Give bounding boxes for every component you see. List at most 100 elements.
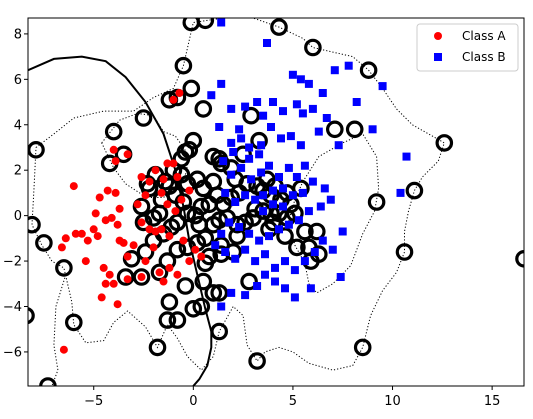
point-class-b-87: [253, 282, 262, 290]
point-class-b-21: [241, 102, 250, 111]
point-class-b-63: [245, 229, 254, 238]
point-class-a-53: [123, 275, 132, 284]
point-class-b-33: [286, 132, 295, 141]
x-tick-label-3: 10: [384, 394, 401, 409]
point-class-b-0: [217, 18, 226, 27]
point-class-a-17: [119, 238, 128, 247]
point-class-a-59: [185, 186, 194, 195]
point-class-a-49: [165, 263, 174, 272]
y-tick-label-2: −2: [3, 255, 22, 270]
point-class-b-99: [314, 127, 323, 136]
point-class-b-39: [265, 161, 273, 170]
support-vector-82: [242, 106, 260, 125]
support-vector-16: [184, 131, 203, 150]
support-vector-15: [182, 79, 201, 98]
point-class-b-13: [322, 114, 331, 122]
point-class-a-57: [185, 257, 194, 266]
point-class-b-11: [396, 188, 405, 197]
point-class-b-93: [279, 202, 287, 211]
support-vector-103: [288, 238, 306, 257]
point-class-a-58: [177, 195, 186, 204]
point-class-b-67: [211, 241, 220, 250]
support-vector-120: [325, 120, 344, 139]
point-class-b-54: [320, 184, 329, 193]
point-class-b-2: [288, 70, 297, 79]
point-class-a-31: [137, 173, 146, 181]
support-vector-109: [276, 227, 294, 245]
support-vector-93: [194, 272, 213, 291]
point-class-a-25: [97, 293, 106, 302]
support-vector-97: [204, 284, 223, 302]
point-class-a-63: [175, 89, 184, 97]
point-class-a-55: [191, 245, 200, 254]
point-class-b-24: [217, 79, 226, 88]
point-class-b-41: [247, 175, 256, 184]
point-class-b-5: [318, 89, 327, 97]
legend-label-class-b: Class B: [462, 50, 506, 64]
point-class-a-18: [123, 252, 132, 261]
point-class-b-58: [294, 216, 303, 225]
point-class-a-0: [69, 182, 78, 191]
point-class-b-43: [227, 170, 236, 179]
point-class-b-72: [261, 250, 269, 259]
point-class-a-45: [165, 232, 174, 241]
point-class-a-28: [123, 150, 132, 159]
point-class-a-1: [57, 243, 66, 252]
x-tick-label-1: 0: [189, 394, 197, 409]
point-class-b-55: [326, 195, 335, 204]
point-class-b-10: [402, 152, 411, 161]
point-class-a-8: [101, 216, 110, 225]
point-class-b-23: [227, 104, 236, 113]
support-vector-26: [134, 213, 153, 232]
point-class-b-42: [237, 163, 246, 172]
point-class-b-69: [231, 254, 240, 263]
point-class-b-73: [271, 263, 279, 272]
point-class-b-7: [344, 61, 353, 70]
point-class-b-38: [275, 173, 283, 181]
point-class-b-89: [227, 288, 236, 297]
point-class-b-27: [227, 138, 236, 147]
y-tick-label-5: 4: [14, 118, 22, 133]
point-class-b-85: [271, 277, 279, 286]
plot-frame: [27, 17, 525, 387]
point-class-b-53: [308, 177, 317, 186]
point-class-a-32: [145, 177, 154, 186]
support-vector-95: [190, 215, 209, 234]
point-class-b-79: [328, 245, 337, 254]
point-class-b-81: [336, 273, 345, 281]
point-class-b-92: [259, 207, 268, 216]
point-class-b-61: [265, 232, 273, 241]
point-class-a-38: [157, 188, 166, 197]
point-class-a-54: [179, 236, 188, 245]
point-class-b-51: [288, 191, 297, 200]
support-vector-100: [210, 322, 228, 341]
support-vector-90: [148, 338, 167, 357]
point-class-a-33: [151, 166, 160, 175]
y-tick-label-3: 0: [14, 209, 22, 224]
support-vector-117: [270, 18, 288, 36]
margin-contours: [31, 18, 445, 386]
point-class-b-94: [229, 148, 238, 156]
point-class-a-4: [77, 229, 86, 238]
point-class-b-97: [255, 150, 264, 159]
support-vector-49: [168, 240, 187, 259]
margin-contour-0: [31, 18, 445, 371]
support-vector-98: [192, 297, 211, 316]
point-class-b-37: [284, 163, 293, 172]
point-class-b-31: [267, 123, 275, 131]
point-class-a-6: [89, 225, 98, 234]
support-vector-3: [55, 259, 73, 277]
support-vector-46: [132, 268, 151, 286]
support-vector-101: [240, 272, 258, 291]
y-tick-label-7: 8: [14, 27, 22, 42]
legend-marker-class-a: [434, 32, 442, 40]
support-vector-119: [182, 18, 201, 32]
point-class-b-52: [298, 188, 307, 197]
point-class-a-2: [61, 234, 70, 243]
point-class-b-95: [219, 157, 228, 166]
point-class-a-37: [173, 173, 182, 181]
point-class-b-56: [316, 202, 325, 211]
point-class-b-47: [251, 195, 260, 204]
point-class-b-45: [231, 198, 240, 206]
point-class-a-34: [159, 175, 168, 184]
